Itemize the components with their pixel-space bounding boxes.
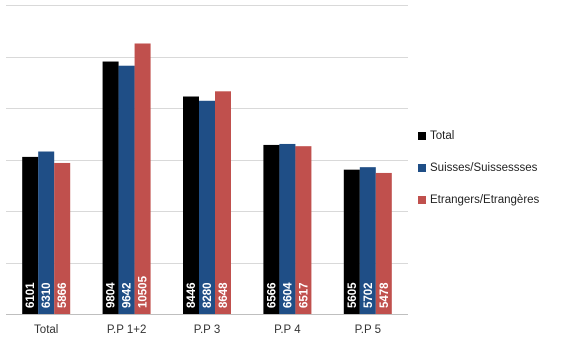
category-label-total: Total: [34, 324, 58, 336]
legend: Total Suisses/Suissessses Etrangers/Etra…: [418, 126, 539, 222]
legend-item-total: Total: [418, 126, 539, 146]
bar-p-p-3-suisses-suissessses: [199, 100, 215, 314]
value-labels: 6101 6310 5866 9804 9642 10505 8446 8280 8648 656…: [25, 275, 391, 308]
value-label-p-p-3-etrangers-etrang-res: 8648: [218, 282, 230, 308]
value-label-total-total: 6101: [25, 282, 37, 308]
legend-item-suisses: Suisses/Suissessses: [418, 158, 539, 178]
value-label-p-p-5-etrangers-etrang-res: 5478: [379, 282, 391, 308]
value-label-p-p-5-total: 5605: [347, 282, 359, 308]
bar-p-p-1-2-etrangers-etrang-res: [134, 43, 151, 315]
category-label-p-p-1-2: P.P 1+2: [107, 324, 147, 336]
category-labels: Total P.P 1+2 P.P 3 P.P 4 P.P 5: [34, 324, 381, 336]
value-label-p-p-3-suisses-suissessses: 8280: [202, 282, 214, 308]
bar-p-p-4-total: [263, 144, 280, 314]
value-label-p-p-1-2-etrangers-etrang-res: 10505: [138, 275, 150, 308]
bar-p-p-5-etrangers-etrang-res: [375, 172, 392, 314]
value-label-total-suisses-suissessses: 6310: [41, 282, 53, 308]
legend-swatch-total: [418, 132, 426, 140]
value-label-p-p-4-total: 6566: [266, 282, 278, 308]
bar-p-p-1-2-total: [102, 61, 119, 315]
bar-total-suisses-suissessses: [38, 151, 55, 314]
value-label-p-p-5-suisses-suissessses: 5702: [363, 282, 375, 308]
legend-swatch-suisses: [418, 164, 426, 172]
category-label-p-p-5: P.P 5: [355, 324, 381, 336]
value-label-total-etrangers-etrang-res: 5866: [57, 282, 69, 308]
value-label-p-p-3-total: 8446: [186, 282, 198, 308]
value-label-p-p-1-2-total: 9804: [106, 282, 118, 308]
bar-p-p-4-etrangers-etrang-res: [295, 146, 312, 314]
bar-p-p-1-2-suisses-suissessses: [118, 65, 135, 314]
bar-total-total: [22, 156, 39, 314]
bar-p-p-3-etrangers-etrang-res: [215, 91, 231, 315]
value-label-p-p-1-2-suisses-suissessses: 9642: [122, 282, 134, 308]
legend-swatch-etrangers: [418, 196, 426, 204]
legend-label-suisses: Suisses/Suissessses: [430, 162, 538, 174]
bar-p-p-4-suisses-suissessses: [279, 143, 296, 314]
bar-total-etrangers-etrang-res: [54, 162, 71, 314]
category-label-p-p-4: P.P 4: [274, 324, 301, 336]
value-label-p-p-4-etrangers-etrang-res: 6517: [298, 282, 310, 308]
bar-p-p-5-suisses-suissessses: [359, 167, 376, 314]
bars: [22, 43, 392, 315]
legend-item-etrangers: Etrangers/Etrangères: [418, 190, 539, 210]
legend-label-etrangers: Etrangers/Etrangères: [430, 194, 540, 206]
category-label-p-p-3: P.P 3: [194, 324, 220, 336]
bar-p-p-5-total: [343, 169, 360, 314]
value-label-p-p-4-suisses-suissessses: 6604: [282, 282, 294, 308]
bar-p-p-3-total: [183, 96, 199, 314]
legend-label-total: Total: [430, 130, 455, 142]
